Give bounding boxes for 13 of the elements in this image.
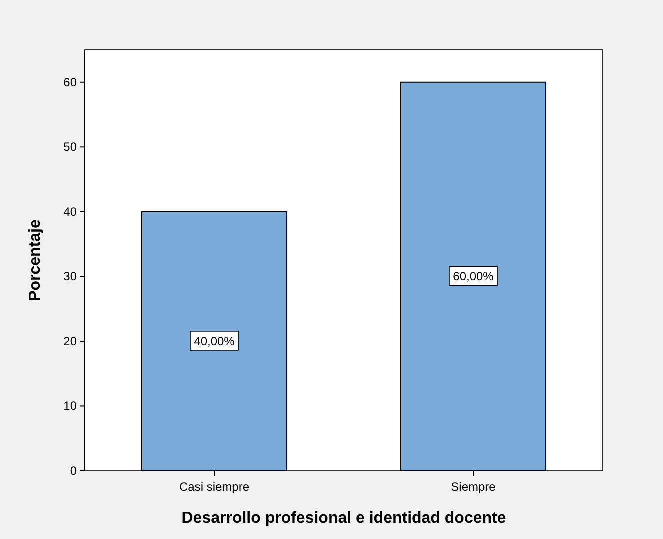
x-tick-label: Siempre bbox=[451, 480, 496, 494]
x-axis-title: Desarrollo profesional e identidad docente bbox=[182, 510, 506, 527]
y-tick-label: 10 bbox=[64, 399, 78, 414]
data-label: 60,00% bbox=[453, 270, 494, 284]
y-tick-label: 30 bbox=[64, 270, 78, 284]
y-tick-label: 20 bbox=[64, 334, 78, 348]
y-tick-label: 60 bbox=[64, 75, 78, 90]
y-tick-label: 50 bbox=[64, 140, 78, 154]
y-tick-label: 40 bbox=[64, 204, 78, 219]
x-tick-label: Casi siempre bbox=[179, 480, 250, 494]
y-axis-title: Porcentaje bbox=[27, 219, 44, 302]
y-tick-label: 0 bbox=[70, 464, 78, 478]
data-label: 40,00% bbox=[194, 334, 236, 348]
